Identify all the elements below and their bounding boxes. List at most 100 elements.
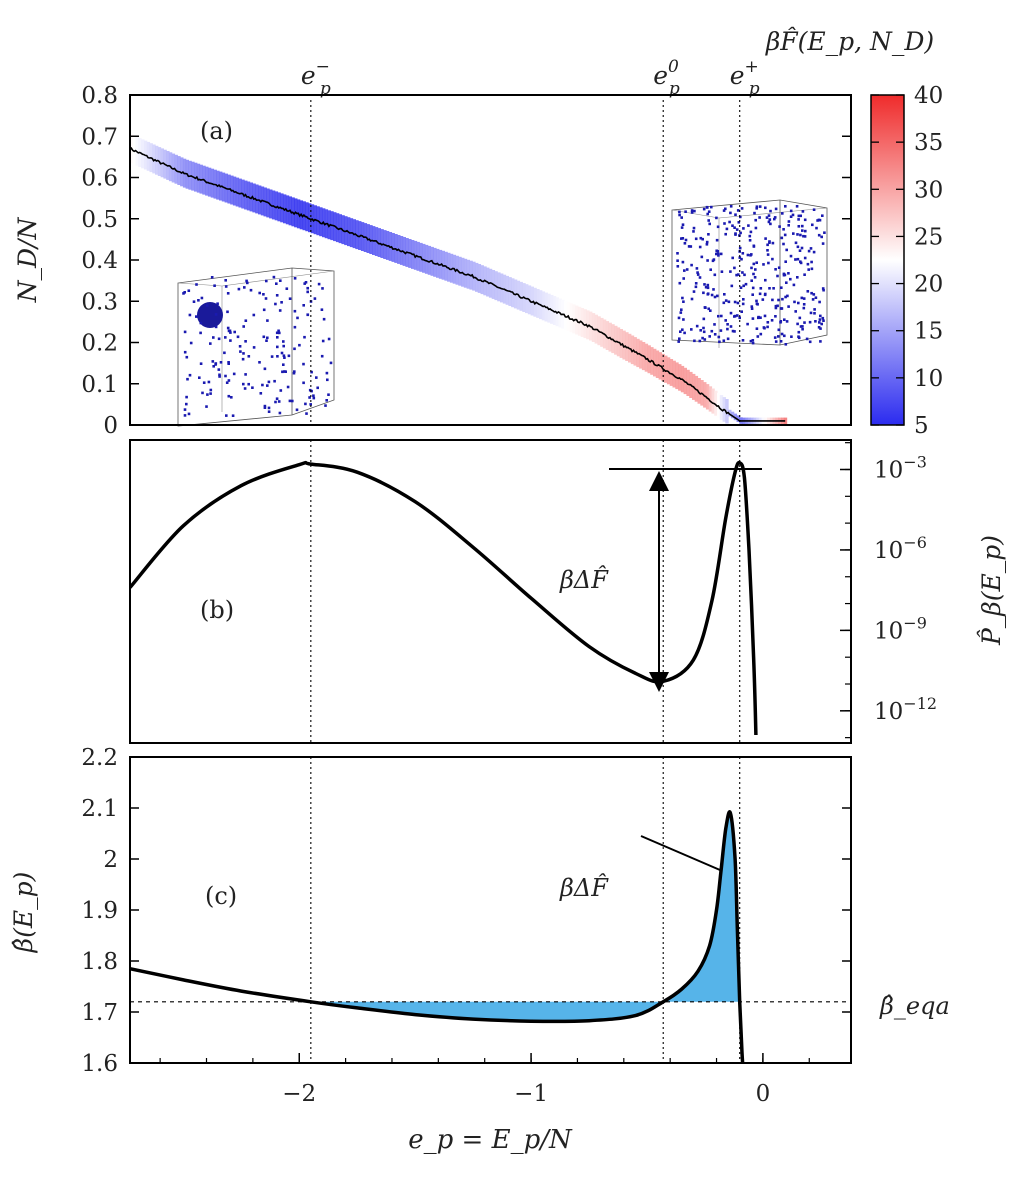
particle-dot xyxy=(310,370,313,374)
particle-dot xyxy=(678,213,681,217)
band-segment xyxy=(132,135,137,165)
particle-dot xyxy=(258,361,261,364)
particle-dot xyxy=(738,256,742,259)
particle-dot xyxy=(717,252,720,256)
particle-dot xyxy=(783,334,786,338)
barrier-area xyxy=(310,813,740,1022)
particle-dot xyxy=(678,337,681,340)
particle-dot xyxy=(764,237,767,240)
particle-dot xyxy=(702,291,705,295)
panel-a-label: (a) xyxy=(200,117,233,145)
particle-dot xyxy=(320,308,324,311)
particle-dot xyxy=(717,314,720,318)
particle-dot xyxy=(224,285,228,288)
particle-dot xyxy=(690,328,693,331)
ytick-label: 10−9 xyxy=(874,613,927,644)
particle-dot xyxy=(217,368,221,371)
panel-b-frame xyxy=(129,439,852,744)
band-segment xyxy=(377,228,381,257)
band-segment xyxy=(463,258,468,288)
band-segment xyxy=(697,378,701,404)
particle-dot xyxy=(712,288,715,291)
inset-dots-right xyxy=(676,205,826,346)
particle-dot xyxy=(724,232,727,236)
particle-dot xyxy=(734,233,737,236)
band-segment xyxy=(424,244,429,274)
particle-dot xyxy=(263,404,267,408)
particle-dot xyxy=(199,362,203,365)
particle-dot xyxy=(798,316,802,320)
particle-dot xyxy=(283,370,286,373)
band-segment xyxy=(146,141,151,171)
particle-dot xyxy=(267,406,271,410)
particle-dot xyxy=(708,335,711,338)
particle-dot xyxy=(706,206,709,209)
particle-dot xyxy=(820,235,823,239)
panel-a-ylabel: N_D/N xyxy=(13,217,42,304)
particle-dot xyxy=(793,300,796,304)
particle-dot xyxy=(810,291,813,295)
panel-c-xticks: −2 −1 0 xyxy=(159,1053,810,1107)
particle-dot xyxy=(726,337,730,341)
ytick-label: 0.2 xyxy=(81,331,118,357)
band-segment xyxy=(327,210,331,240)
particle-dot xyxy=(784,343,788,346)
particle-dot xyxy=(706,212,709,216)
particle-dot xyxy=(219,361,223,364)
particle-dot xyxy=(786,294,789,298)
particle-dot xyxy=(709,268,712,271)
particle-dot xyxy=(315,376,318,379)
band-segment xyxy=(714,390,718,416)
particle-dot xyxy=(277,329,280,333)
band-segment xyxy=(427,245,432,275)
particle-dot xyxy=(681,328,684,331)
inset-vapor-box xyxy=(671,199,828,348)
band-segment xyxy=(708,386,713,412)
particle-dot xyxy=(695,267,699,270)
particle-dot xyxy=(218,375,221,378)
particle-dot xyxy=(266,336,269,340)
particle-dot xyxy=(192,300,196,303)
particle-dot xyxy=(188,373,192,377)
particle-dot xyxy=(741,271,744,274)
particle-dot xyxy=(707,219,710,222)
particle-dot xyxy=(678,210,681,214)
band-segment xyxy=(422,243,426,273)
particle-dot xyxy=(783,273,787,277)
panel-b-yticks: 10−3 10−6 10−9 10−12 xyxy=(840,442,937,739)
particle-dot xyxy=(749,230,753,234)
particle-dot xyxy=(227,329,231,333)
particle-dot xyxy=(781,212,784,215)
band-segment xyxy=(736,415,740,422)
particle-dot xyxy=(207,380,211,384)
band-segment xyxy=(497,272,501,302)
particle-dot xyxy=(681,296,684,300)
panel-c-ylabel: β̂(E_p) xyxy=(9,872,38,954)
band-segment xyxy=(269,189,273,219)
particle-dot xyxy=(690,263,693,267)
particle-dot xyxy=(682,318,685,321)
particle-dot xyxy=(729,270,732,273)
band-segment xyxy=(271,190,276,220)
particle-dot xyxy=(750,279,753,282)
particle-dot xyxy=(728,220,731,224)
particle-dot xyxy=(243,387,247,390)
particle-dot xyxy=(306,286,309,290)
particle-dot xyxy=(802,297,806,300)
band-segment xyxy=(669,359,674,386)
particle-dot xyxy=(729,205,733,208)
particle-dot xyxy=(682,300,685,303)
particle-dot xyxy=(811,223,814,227)
particle-dot xyxy=(715,238,719,242)
particle-dot xyxy=(242,325,245,328)
particle-dot xyxy=(717,335,721,339)
band-segment xyxy=(285,195,290,225)
particle-dot xyxy=(727,300,731,304)
particle-dot xyxy=(797,225,801,228)
vline-label: e− p xyxy=(301,57,331,99)
particle-dot xyxy=(822,319,825,322)
particle-dot xyxy=(719,329,723,332)
particle-dot xyxy=(244,319,248,322)
particle-dot xyxy=(267,380,271,384)
band-segment xyxy=(472,261,476,291)
